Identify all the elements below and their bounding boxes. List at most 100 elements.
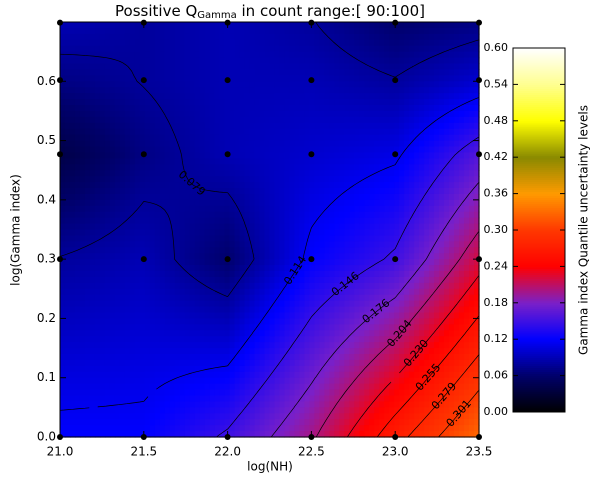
heat-cell: [379, 152, 385, 159]
heat-cell: [389, 140, 395, 148]
heat-cell: [299, 81, 306, 88]
heat-cell: [84, 407, 91, 414]
heat-cell: [159, 377, 166, 385]
heat-cell: [204, 425, 211, 432]
heat-cell: [114, 170, 121, 177]
heat-cell: [284, 152, 291, 159]
heat-cell: [329, 75, 335, 82]
heat-cell: [339, 193, 345, 201]
heat-cell: [69, 122, 76, 130]
heat-cell: [159, 217, 166, 225]
heat-cell: [124, 271, 131, 278]
heat-cell: [294, 282, 301, 290]
heat-cell: [289, 359, 296, 367]
heat-cell: [84, 294, 91, 302]
heat-cell: [79, 128, 86, 136]
heat-cell: [239, 33, 246, 41]
heat-cell: [274, 176, 281, 183]
heat-cell: [274, 377, 281, 385]
heat-cell: [149, 45, 156, 53]
heat-cell: [139, 235, 146, 242]
heat-cell: [229, 294, 236, 302]
heat-cell: [409, 312, 415, 320]
heat-cell: [184, 407, 191, 414]
heat-cell: [249, 306, 256, 314]
heat-cell: [379, 431, 385, 438]
heat-cell: [304, 401, 311, 408]
heat-cell: [169, 395, 176, 403]
heat-cell: [294, 354, 301, 361]
heat-cell: [409, 87, 415, 94]
heat-cell: [409, 45, 415, 53]
heat-cell: [334, 383, 340, 391]
heat-cell: [129, 146, 136, 154]
heat-cell: [369, 122, 375, 130]
heat-cell: [84, 99, 91, 106]
heat-cell: [214, 425, 221, 432]
heat-cell: [154, 265, 161, 272]
heat-cell: [99, 359, 106, 367]
heat-cell: [139, 294, 146, 302]
heat-cell: [149, 116, 156, 124]
heat-cell: [179, 27, 186, 35]
heat-cell: [339, 33, 345, 41]
heat-cell: [89, 205, 96, 213]
heat-cell: [319, 199, 325, 207]
heat-cell: [199, 312, 206, 320]
heat-cell: [274, 241, 281, 248]
heat-cell: [224, 27, 231, 35]
heat-cell: [309, 336, 315, 343]
heat-cell: [99, 407, 106, 414]
heat-cell: [314, 348, 320, 355]
heat-cell: [389, 276, 395, 284]
heat-cell: [309, 164, 315, 171]
heat-cell: [349, 294, 355, 302]
heat-cell: [104, 122, 111, 130]
heat-cell: [279, 93, 286, 100]
heat-cell: [149, 223, 156, 231]
heat-cell: [234, 128, 241, 136]
heat-cell: [194, 383, 201, 391]
heat-cell: [294, 87, 301, 94]
heat-cell: [324, 371, 330, 379]
heat-cell: [349, 110, 355, 118]
heat-cell: [84, 342, 91, 349]
heat-cell: [169, 39, 176, 47]
heat-cell: [174, 22, 181, 29]
heat-cell: [74, 336, 81, 343]
heat-cell: [264, 164, 271, 171]
heat-cell: [279, 318, 286, 325]
heat-cell: [239, 288, 246, 296]
heat-cell: [329, 164, 335, 171]
heat-cell: [254, 75, 261, 82]
heat-cell: [319, 241, 325, 248]
heat-cell: [409, 27, 415, 35]
heat-cell: [109, 146, 116, 154]
heat-cell: [269, 336, 276, 343]
heat-cell: [249, 152, 256, 159]
heat-cell: [64, 199, 71, 207]
heat-cell: [204, 354, 211, 361]
heat-cell: [404, 253, 410, 260]
heat-cell: [159, 271, 166, 278]
heat-cell: [214, 312, 221, 320]
heat-cell: [214, 211, 221, 219]
heat-cell: [144, 276, 151, 284]
heat-cell: [119, 389, 126, 397]
heat-cell: [224, 188, 231, 195]
heat-cell: [109, 253, 116, 260]
heat-cell: [389, 425, 395, 432]
heat-cell: [369, 116, 375, 124]
heat-cell: [309, 87, 315, 94]
heat-cell: [244, 57, 251, 65]
heat-cell: [279, 87, 286, 94]
heat-cell: [334, 282, 340, 290]
heat-cell: [334, 69, 340, 76]
heat-cell: [324, 282, 330, 290]
heat-cell: [159, 425, 166, 432]
heat-cell: [209, 152, 216, 159]
heat-cell: [124, 170, 131, 177]
heat-cell: [294, 342, 301, 349]
heat-cell: [179, 57, 186, 65]
heat-cell: [264, 128, 271, 136]
